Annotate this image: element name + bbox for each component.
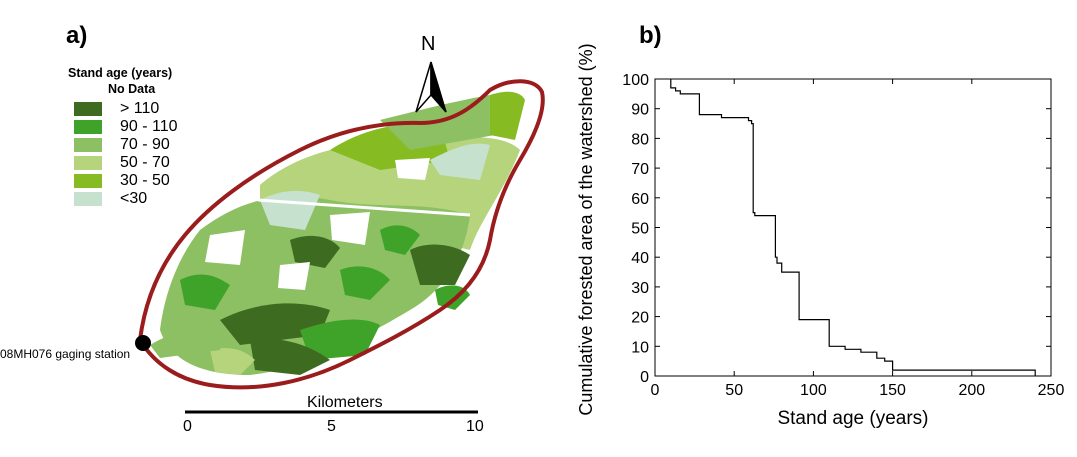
legend-label: 90 - 110 bbox=[120, 118, 178, 135]
y-tick-label: 0 bbox=[640, 369, 649, 386]
station-label: 08MH076 gaging station bbox=[0, 347, 131, 361]
x-tick-label: 0 bbox=[651, 382, 660, 399]
legend-item: <30 bbox=[74, 190, 214, 209]
y-tick-label: 10 bbox=[631, 339, 649, 356]
scale-tick-0: 0 bbox=[183, 418, 192, 435]
x-tick-label: 100 bbox=[800, 382, 827, 399]
x-tick-label: 250 bbox=[1038, 382, 1065, 399]
legend-item: 90 - 110 bbox=[74, 118, 214, 137]
legend-label: > 110 bbox=[120, 100, 160, 117]
legend-label: 30 - 50 bbox=[120, 172, 170, 189]
watershed-boundary bbox=[137, 79, 545, 390]
y-tick-label: 30 bbox=[631, 280, 649, 297]
x-tick-label: 50 bbox=[725, 382, 743, 399]
gaging-station-marker bbox=[135, 335, 151, 351]
y-tick-label: 60 bbox=[631, 191, 649, 208]
legend-title: Stand age (years) bbox=[68, 66, 173, 80]
y-tick-label: 90 bbox=[631, 102, 649, 119]
legend-no-data: No Data bbox=[108, 82, 156, 96]
legend-item: > 110 bbox=[74, 100, 214, 119]
legend-label: 70 - 90 bbox=[120, 136, 170, 153]
legend-swatch bbox=[74, 174, 102, 188]
legend-label: 50 - 70 bbox=[120, 154, 170, 171]
panel-b-label: b) bbox=[639, 22, 662, 49]
forest-patches bbox=[150, 91, 525, 375]
legend-swatch bbox=[74, 156, 102, 170]
panel-a-label: a) bbox=[66, 22, 88, 49]
scale-tick-5: 5 bbox=[327, 418, 336, 435]
legend-label: <30 bbox=[120, 190, 148, 207]
x-tick-label: 200 bbox=[958, 382, 985, 399]
series-line bbox=[670, 79, 1036, 376]
y-tick-label: 50 bbox=[631, 221, 649, 238]
legend-item: 70 - 90 bbox=[74, 136, 214, 155]
y-tick-label: 20 bbox=[631, 310, 649, 327]
legend-swatch bbox=[74, 102, 102, 116]
y-tick-label: 100 bbox=[622, 72, 649, 89]
y-tick-label: 70 bbox=[631, 161, 649, 178]
legend-item: 50 - 70 bbox=[74, 154, 214, 173]
x-axis-label: Stand age (years) bbox=[777, 408, 928, 429]
plot-frame bbox=[654, 78, 1052, 377]
y-tick-label: 80 bbox=[631, 131, 649, 148]
north-label: N bbox=[421, 33, 436, 55]
scale-tick-10: 10 bbox=[466, 418, 484, 435]
y-axis-label: Cumulative forested area of the watershe… bbox=[576, 43, 596, 415]
north-arrow-icon bbox=[415, 61, 447, 113]
legend-items: > 110 90 - 110 70 - 90 50 - 70 30 - 50 <30 bbox=[74, 100, 214, 209]
y-tick-label: 40 bbox=[631, 250, 649, 267]
legend-swatch bbox=[74, 120, 102, 134]
legend: Stand age (years) No Data > 110 90 - 110 7… bbox=[68, 66, 178, 207]
legend-swatch bbox=[74, 192, 102, 206]
legend-item: 30 - 50 bbox=[74, 172, 214, 191]
scale-bar-title: Kilometers bbox=[307, 394, 383, 411]
x-tick-label: 150 bbox=[879, 382, 906, 399]
legend-swatch bbox=[74, 138, 102, 152]
